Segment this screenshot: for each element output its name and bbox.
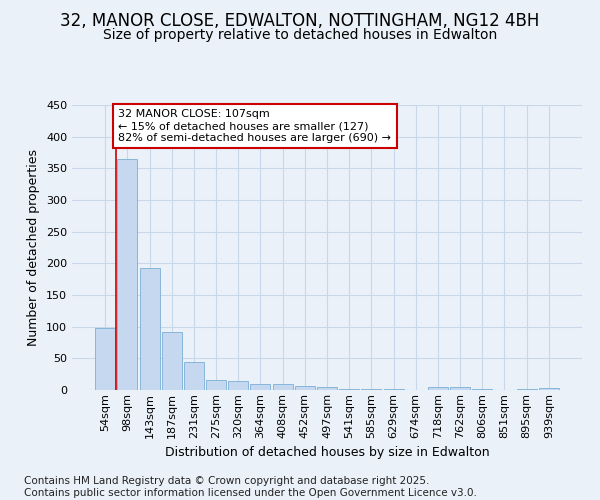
Bar: [539, 388, 559, 390]
Bar: [228, 381, 248, 390]
Bar: [95, 328, 115, 390]
Text: Contains HM Land Registry data © Crown copyright and database right 2025.
Contai: Contains HM Land Registry data © Crown c…: [24, 476, 477, 498]
Bar: [206, 380, 226, 390]
Bar: [184, 362, 204, 390]
Bar: [339, 388, 359, 390]
Bar: [140, 268, 160, 390]
Bar: [317, 387, 337, 390]
Bar: [517, 388, 536, 390]
Bar: [450, 387, 470, 390]
X-axis label: Distribution of detached houses by size in Edwalton: Distribution of detached houses by size …: [164, 446, 490, 459]
Text: 32 MANOR CLOSE: 107sqm
← 15% of detached houses are smaller (127)
82% of semi-de: 32 MANOR CLOSE: 107sqm ← 15% of detached…: [118, 110, 391, 142]
Bar: [118, 159, 137, 390]
Bar: [250, 384, 271, 390]
Y-axis label: Number of detached properties: Number of detached properties: [28, 149, 40, 346]
Bar: [162, 332, 182, 390]
Bar: [272, 384, 293, 390]
Text: Size of property relative to detached houses in Edwalton: Size of property relative to detached ho…: [103, 28, 497, 42]
Text: 32, MANOR CLOSE, EDWALTON, NOTTINGHAM, NG12 4BH: 32, MANOR CLOSE, EDWALTON, NOTTINGHAM, N…: [61, 12, 539, 30]
Bar: [428, 387, 448, 390]
Bar: [295, 386, 315, 390]
